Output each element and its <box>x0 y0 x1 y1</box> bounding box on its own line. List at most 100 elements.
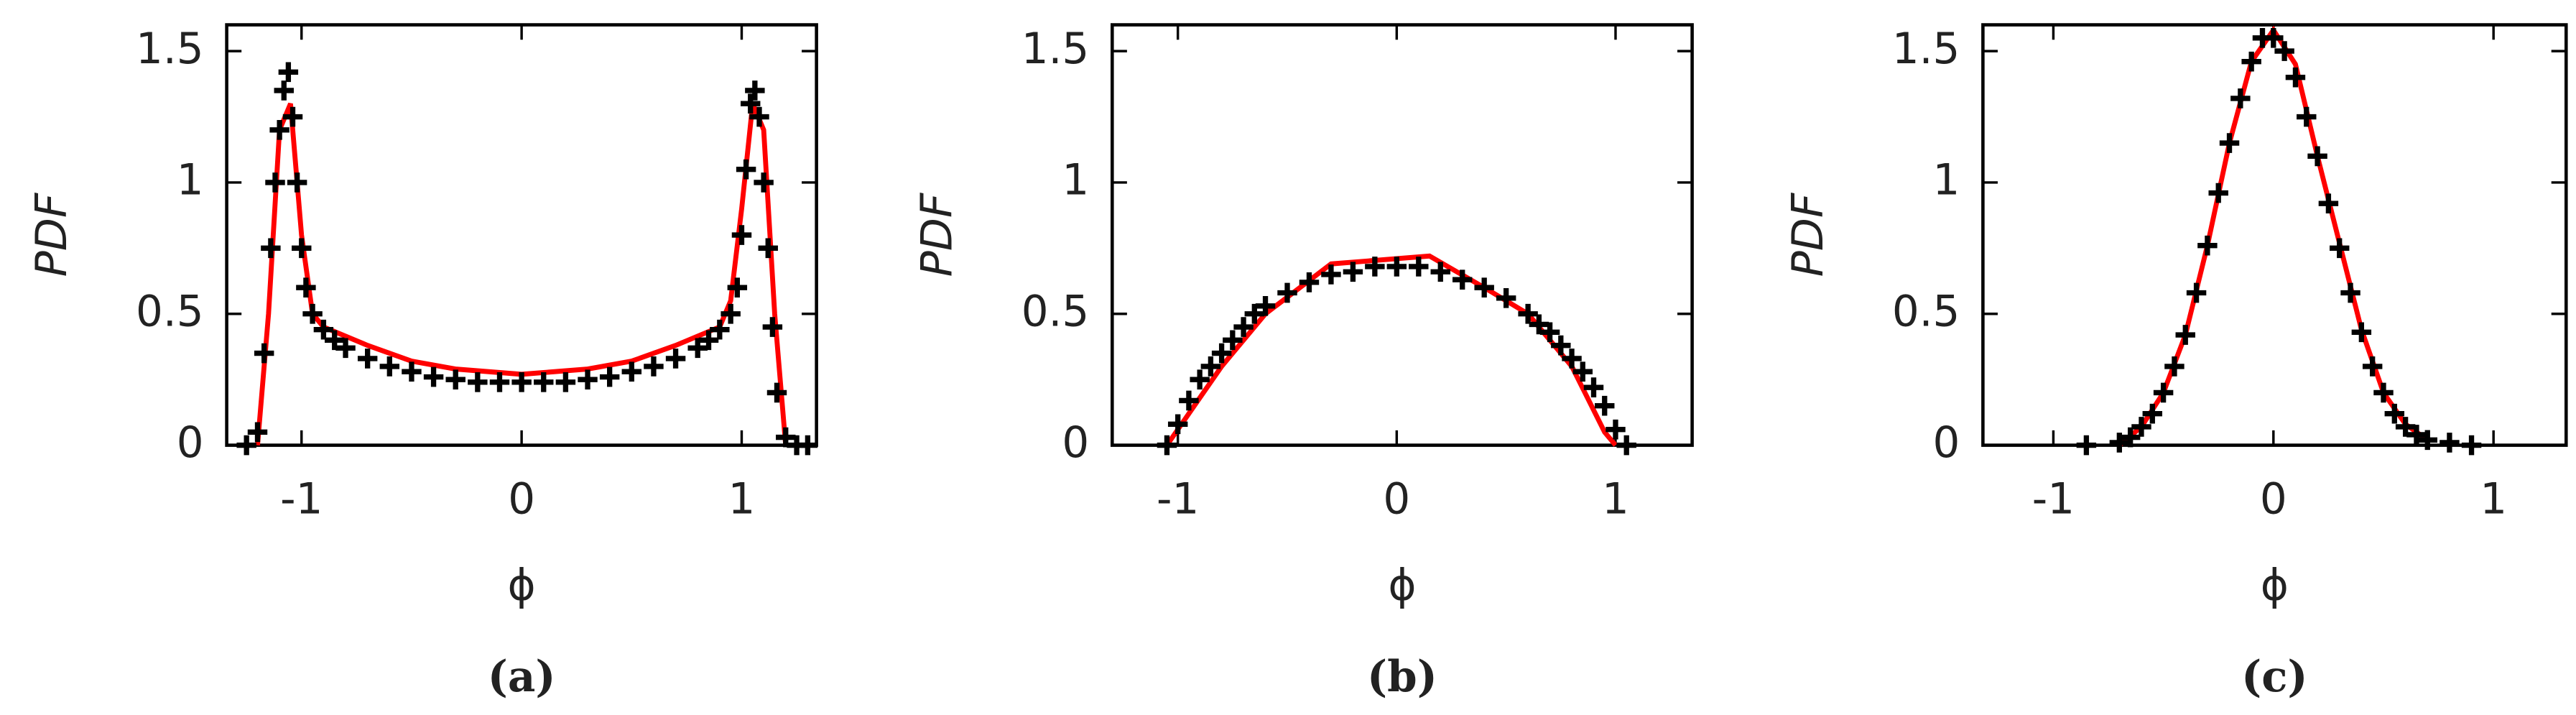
data-point <box>282 106 303 127</box>
data-point <box>1343 262 1363 282</box>
data-point <box>236 435 256 456</box>
data-point <box>2241 51 2261 72</box>
data-point <box>687 338 708 359</box>
data-point <box>665 349 686 369</box>
data-point <box>313 319 334 340</box>
data-point <box>741 93 761 114</box>
data-point <box>2219 133 2240 153</box>
x-tick-label: 0 <box>508 474 535 524</box>
data-point <box>1562 349 1582 369</box>
data-point <box>2417 430 2437 451</box>
data-point <box>1386 257 1407 277</box>
data-point <box>2120 427 2141 448</box>
data-point <box>468 372 488 392</box>
data-point <box>797 435 818 456</box>
data-point <box>274 80 294 101</box>
data-point <box>2285 67 2306 88</box>
data-point <box>2109 433 2130 453</box>
data-point <box>2264 28 2284 48</box>
data-point <box>1551 335 1571 356</box>
data-point <box>2186 282 2207 303</box>
data-point <box>1179 390 1199 411</box>
data-point <box>2142 403 2163 424</box>
caption: (a) <box>488 652 556 702</box>
data-point <box>265 172 285 193</box>
caption: (c) <box>2241 652 2307 702</box>
data-point <box>2197 235 2218 256</box>
data-point <box>1606 419 1626 440</box>
y-tick-label: 0.5 <box>1021 287 1090 336</box>
data-point <box>644 356 664 377</box>
x-tick-label: 1 <box>728 474 756 524</box>
data-point <box>2395 417 2416 437</box>
y-axis-label: PDF <box>1784 192 1833 277</box>
data-point <box>1365 257 1385 277</box>
data-point <box>357 349 378 369</box>
data-point <box>261 238 281 259</box>
data-point <box>621 361 642 382</box>
data-point <box>2208 183 2228 203</box>
data-point <box>1321 264 1341 285</box>
data-point <box>1277 282 1297 303</box>
data-point <box>402 361 422 382</box>
data-point <box>2384 403 2405 424</box>
x-axis-label: ϕ <box>1388 561 1416 610</box>
data-point <box>2164 356 2184 377</box>
data-point <box>2318 193 2339 214</box>
data-point <box>379 356 400 377</box>
data-point <box>2406 425 2427 445</box>
data-point <box>1200 356 1221 377</box>
data-point <box>489 372 510 392</box>
plot-frame <box>1111 23 1694 447</box>
data-point <box>1529 314 1549 335</box>
data-point <box>776 427 796 448</box>
data-point <box>1190 369 1210 389</box>
data-point <box>1255 295 1276 316</box>
data-line <box>1164 253 1618 447</box>
data-point <box>1157 435 1177 456</box>
data-point <box>727 277 748 298</box>
y-tick-label: 1 <box>177 155 204 205</box>
x-tick-label: 1 <box>2480 474 2507 524</box>
y-tick-label: 0 <box>1062 418 1089 468</box>
data-point <box>766 382 787 403</box>
data-point <box>721 303 741 324</box>
y-tick-label: 1.5 <box>1021 24 1090 74</box>
data-point <box>2362 356 2383 377</box>
y-axis-label: PDF <box>27 192 77 277</box>
data-point <box>762 317 783 337</box>
data-point <box>698 330 719 351</box>
data-point <box>324 330 345 351</box>
data-point <box>1583 377 1604 397</box>
data-point <box>1233 317 1254 337</box>
data-point <box>1474 277 1494 298</box>
data-point <box>2373 382 2394 403</box>
data-point <box>2329 238 2350 259</box>
y-tick-label: 0.5 <box>1892 287 1960 336</box>
data-point <box>2153 382 2174 403</box>
y-tick-label: 1.5 <box>136 24 204 74</box>
data-point <box>534 372 554 392</box>
x-tick-label: -1 <box>1157 474 1199 524</box>
y-tick-label: 1 <box>1062 155 1089 205</box>
data-point <box>1211 343 1232 364</box>
data-point <box>1244 303 1265 324</box>
data-point <box>1572 361 1593 382</box>
data-point <box>423 366 444 387</box>
data-point <box>1223 330 1243 351</box>
data-point <box>599 366 620 387</box>
data-point <box>1299 272 1320 292</box>
data-point <box>2131 417 2151 437</box>
data-point <box>1518 303 1538 324</box>
data-point <box>578 369 598 389</box>
x-tick-label: 0 <box>1383 474 1410 524</box>
x-axis-label: ϕ <box>2261 561 2289 610</box>
data-point <box>2307 146 2327 167</box>
data-point <box>2440 433 2460 453</box>
y-tick-label: 1.5 <box>1892 24 1960 74</box>
data-point <box>287 172 307 193</box>
y-axis-label: PDF <box>913 192 963 277</box>
data-point <box>2274 41 2294 61</box>
caption: (b) <box>1367 652 1437 702</box>
